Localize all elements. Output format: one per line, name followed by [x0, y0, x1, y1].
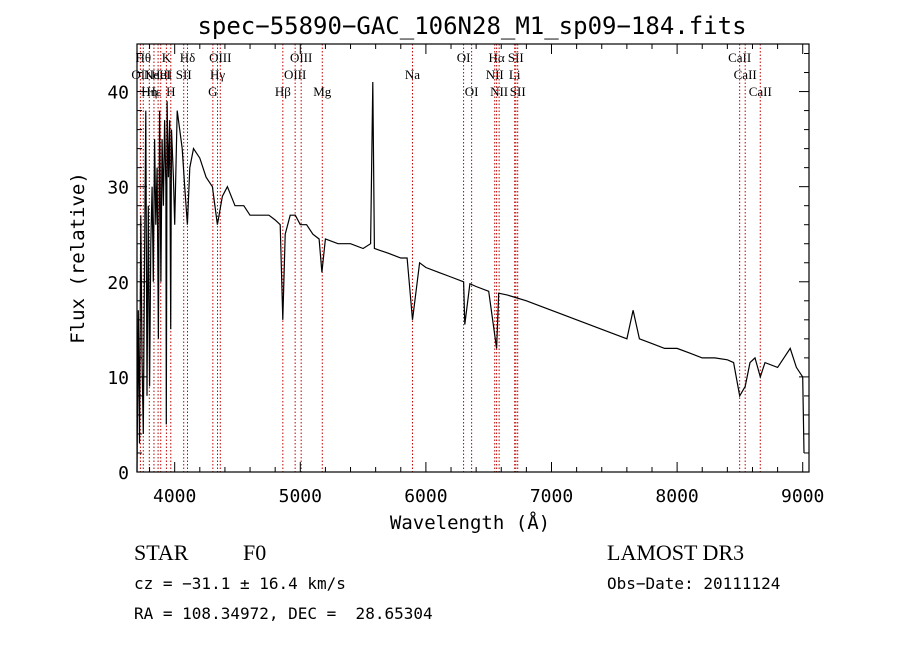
line-marker-label: OIII	[209, 50, 231, 65]
line-marker-label: CaII	[728, 50, 751, 65]
line-marker-label: Hδ	[180, 50, 196, 65]
x-tick-label: 8000	[655, 486, 698, 507]
y-tick-label: 30	[107, 178, 129, 199]
flux-series-line	[136, 81, 805, 473]
y-tick-label: 10	[107, 368, 129, 389]
line-marker-label: Mg	[313, 84, 332, 99]
spectrum-chart: spec−55890−GAC_106N28_M1_sp09−184.fits O…	[67, 12, 824, 534]
coordinates: RA = 108.34972, DEC = 28.65304	[134, 604, 433, 623]
line-marker-label: NII	[490, 84, 508, 99]
chart-title: spec−55890−GAC_106N28_M1_sp09−184.fits	[197, 12, 746, 40]
line-marker-label: H	[166, 84, 175, 99]
x-tick-label: 4000	[153, 486, 196, 507]
survey-label: LAMOST DR3	[607, 540, 745, 565]
y-axis: 0 10 20 30 40	[107, 53, 809, 484]
line-marker-label: OIII	[284, 67, 306, 82]
x-tick-label: 6000	[404, 486, 447, 507]
line-marker-label: HeI	[151, 67, 171, 82]
line-marker-label: OI	[465, 84, 479, 99]
object-subclass: F0	[243, 540, 267, 565]
x-axis: 4000 5000 6000 7000 8000 9000	[149, 44, 824, 507]
line-marker-label: K	[162, 50, 172, 65]
redshift-velocity: cz = −31.1 ± 16.4 km/s	[134, 574, 346, 593]
x-tick-label: 9000	[781, 486, 824, 507]
x-axis-label: Wavelength (Å)	[390, 511, 550, 534]
line-marker-label: Na	[405, 67, 420, 82]
line-marker-label: SII	[176, 67, 192, 82]
line-marker-label: Hε	[147, 84, 162, 99]
y-tick-label: 20	[107, 273, 129, 294]
x-tick-label: 5000	[279, 486, 322, 507]
line-marker-label: SII	[510, 84, 526, 99]
line-marker-label: Hβ	[275, 84, 291, 99]
line-marker-label: CaII	[734, 67, 757, 82]
x-tick-label: 7000	[530, 486, 573, 507]
line-marker-label: Hη	[141, 84, 157, 99]
object-class: STAR	[134, 540, 189, 565]
y-tick-label: 0	[118, 463, 129, 484]
y-axis-label: Flux (relative)	[67, 172, 89, 344]
plot-frame	[136, 43, 810, 473]
line-marker-layer: OIIHθHηHεNeIIIHeIKHSIIHδGHγOIIIHβOIIIOII…	[131, 44, 772, 472]
line-marker-label: CaII	[749, 84, 772, 99]
y-tick-label: 40	[107, 83, 129, 104]
line-marker-label: OIII	[290, 50, 312, 65]
line-marker-label: Li	[509, 67, 521, 82]
line-marker-label: Hθ	[135, 50, 151, 65]
line-marker-label: OII	[131, 67, 149, 82]
observation-date: Obs−Date: 20111124	[607, 574, 781, 593]
line-marker-label: NeIII	[144, 67, 172, 82]
line-marker-label: G	[208, 84, 217, 99]
line-marker-label: OI	[457, 50, 471, 65]
line-marker-label: Hα	[489, 50, 505, 65]
line-marker-label: Hγ	[210, 67, 225, 82]
line-marker-label: SII	[508, 50, 524, 65]
line-marker-label: NII	[486, 67, 504, 82]
